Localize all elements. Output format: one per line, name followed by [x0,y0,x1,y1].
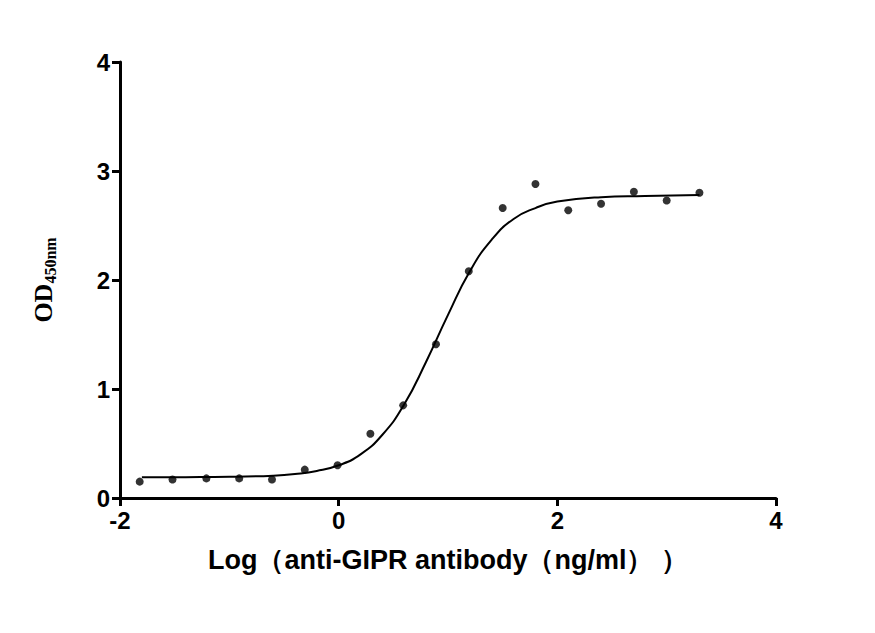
svg-text:1: 1 [97,376,110,403]
svg-text:2: 2 [97,267,110,294]
svg-text:-2: -2 [109,507,130,534]
svg-text:2: 2 [551,507,564,534]
svg-text:OD: OD [29,284,58,323]
svg-text:4: 4 [769,507,783,534]
svg-text:3: 3 [97,158,110,185]
svg-text:0: 0 [332,507,345,534]
svg-text:4: 4 [97,49,111,76]
svg-text:Log（anti-GIPR antibody（ng/ml）: Log（anti-GIPR antibody（ng/ml） ） [208,545,688,575]
svg-text:450nm: 450nm [42,237,59,284]
svg-text:0: 0 [97,485,110,512]
